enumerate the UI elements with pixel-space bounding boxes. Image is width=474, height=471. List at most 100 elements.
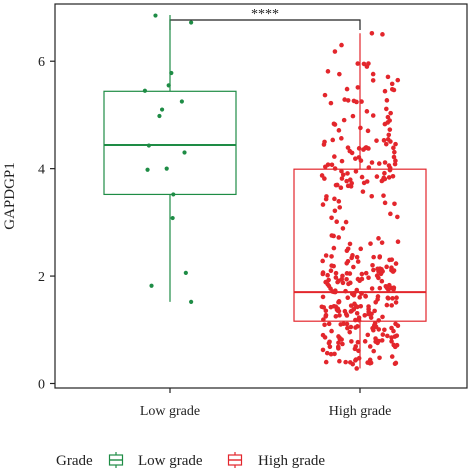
data-point xyxy=(363,294,368,299)
data-point xyxy=(355,339,361,345)
x-axis: Low grade High grade xyxy=(140,388,391,419)
data-point xyxy=(322,335,328,340)
data-point xyxy=(347,241,353,247)
data-point xyxy=(387,127,393,132)
data-point xyxy=(329,263,334,268)
data-point xyxy=(388,110,393,116)
data-point xyxy=(347,177,353,182)
data-point xyxy=(336,128,342,133)
data-point xyxy=(388,211,393,217)
data-point xyxy=(348,303,354,308)
data-point xyxy=(389,81,395,87)
data-point xyxy=(337,205,343,210)
data-point xyxy=(389,303,394,308)
data-point xyxy=(329,328,334,334)
legend-key-high-grade xyxy=(227,452,243,468)
data-point xyxy=(344,178,349,184)
legend: Grade Low grade High grade xyxy=(56,452,325,469)
data-point xyxy=(385,295,391,301)
data-point xyxy=(361,61,367,67)
data-point xyxy=(320,271,326,277)
data-point xyxy=(323,308,329,314)
box-iqr xyxy=(103,90,237,196)
data-point xyxy=(369,30,375,36)
data-point xyxy=(340,172,346,178)
legend-key-low-grade xyxy=(108,452,124,468)
data-point xyxy=(332,154,337,159)
data-point xyxy=(377,355,382,361)
data-point xyxy=(336,299,342,305)
data-point xyxy=(339,168,344,174)
data-point xyxy=(339,176,345,181)
data-point xyxy=(354,310,360,316)
data-point xyxy=(366,61,371,66)
data-point xyxy=(344,313,350,318)
data-point xyxy=(341,117,347,123)
data-point xyxy=(384,106,389,112)
data-point xyxy=(332,49,338,54)
data-point xyxy=(326,277,331,283)
data-point xyxy=(351,98,357,104)
data-point xyxy=(338,322,344,327)
data-point xyxy=(362,313,368,318)
y-axis: 0 2 4 6 xyxy=(38,55,55,393)
data-point xyxy=(382,170,387,176)
data-point xyxy=(371,267,376,273)
legend-title: Grade xyxy=(56,453,93,469)
data-point xyxy=(354,366,360,371)
data-point xyxy=(359,174,365,180)
data-point xyxy=(149,283,154,288)
data-point xyxy=(380,332,386,337)
data-point xyxy=(353,169,359,174)
data-point xyxy=(345,145,351,150)
data-point xyxy=(157,113,162,119)
data-point xyxy=(146,143,151,148)
significance-label: **** xyxy=(251,7,279,22)
data-point xyxy=(376,318,382,323)
data-point xyxy=(329,233,335,238)
data-point xyxy=(358,125,363,131)
y-tick-label: 2 xyxy=(38,270,45,285)
data-point xyxy=(349,255,354,261)
data-point xyxy=(330,137,336,143)
data-point xyxy=(385,74,391,80)
x-tick-label: High grade xyxy=(329,404,392,419)
data-point xyxy=(355,259,361,264)
data-point xyxy=(321,142,327,147)
data-point xyxy=(392,161,398,167)
data-point xyxy=(327,339,332,345)
data-point xyxy=(370,78,376,83)
data-point xyxy=(354,287,360,293)
data-point xyxy=(359,291,364,296)
data-point xyxy=(353,156,358,161)
data-point xyxy=(332,122,338,127)
data-point xyxy=(343,359,348,365)
data-point xyxy=(365,332,371,338)
data-point xyxy=(345,171,350,176)
data-point xyxy=(394,295,399,301)
data-point xyxy=(362,339,368,344)
data-point xyxy=(370,263,375,268)
data-point xyxy=(369,311,374,317)
data-point xyxy=(333,182,339,188)
data-point xyxy=(351,264,356,270)
plot-area-frame xyxy=(54,3,468,389)
data-point xyxy=(359,271,365,277)
data-point xyxy=(339,158,345,164)
data-point xyxy=(337,336,343,342)
data-point xyxy=(357,295,362,300)
data-point xyxy=(321,317,326,322)
data-point xyxy=(379,278,385,284)
data-point xyxy=(348,280,353,286)
data-point xyxy=(368,360,374,366)
data-point xyxy=(381,175,387,181)
significance-bracket: **** xyxy=(169,7,361,30)
data-point xyxy=(328,100,334,106)
data-point xyxy=(142,88,148,93)
data-point xyxy=(388,139,393,144)
data-point xyxy=(369,160,375,165)
legend-label-low-grade: Low grade xyxy=(138,453,203,469)
data-point xyxy=(349,291,355,297)
box-group-low-grade xyxy=(103,13,237,304)
data-point xyxy=(393,300,399,305)
